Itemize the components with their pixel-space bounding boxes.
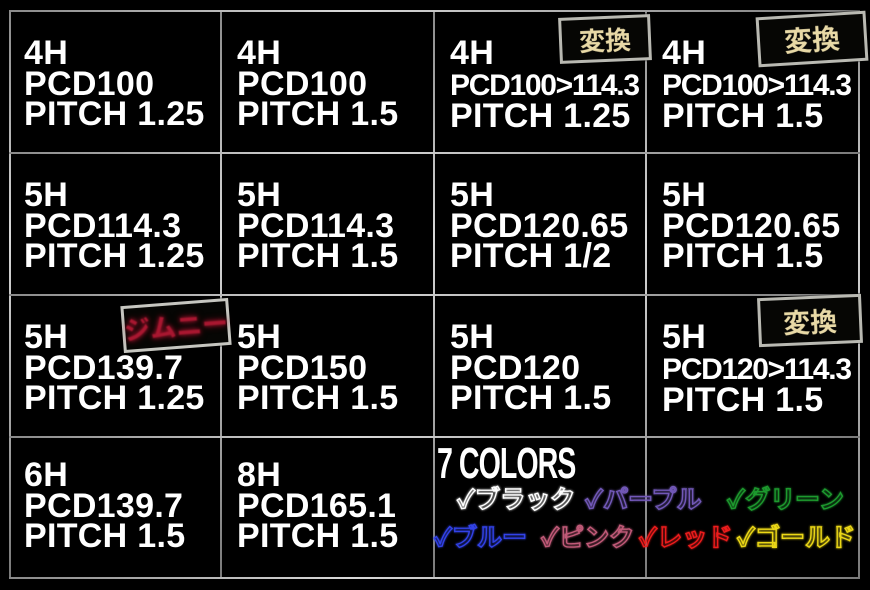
svg-text:✓ブルー: ✓ブルー [434,518,527,554]
svg-text:✓パープル: ✓パープル [585,480,702,516]
svg-text:✓グリーン: ✓グリーン [727,480,844,516]
svg-text:✓ゴールド: ✓ゴールド [737,518,855,554]
svg-text:✓ブラック: ✓ブラック [457,480,575,516]
svg-text:✓ピンク: ✓ピンク [541,518,634,554]
svg-text:✓レッド: ✓レッド [639,518,732,554]
